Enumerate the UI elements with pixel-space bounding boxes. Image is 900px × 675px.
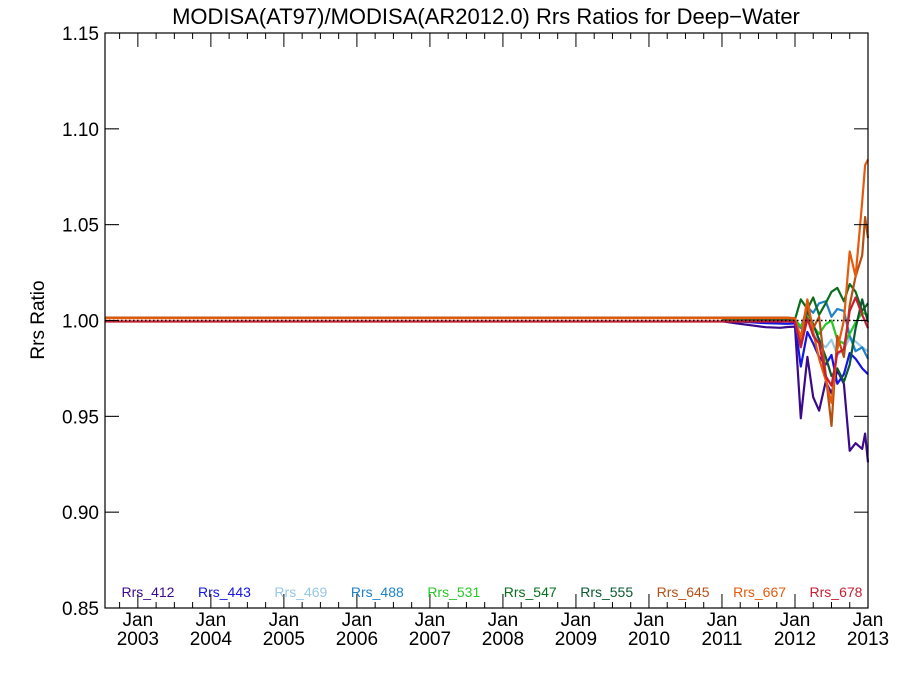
x-tick-label-year: 2010 (628, 629, 670, 650)
x-tick-label-year: 2012 (774, 629, 816, 650)
chart-title: MODISA(AT97)/MODISA(AR2012.0) Rrs Ratios… (172, 4, 800, 29)
x-tick-label-month: Jan (196, 610, 227, 631)
x-tick-label-year: 2005 (263, 629, 305, 650)
y-axis-label: Rrs Ratio (28, 280, 49, 359)
x-tick-label-year: 2013 (847, 629, 889, 650)
legend-label-rrs-645: Rrs_645 (657, 584, 710, 600)
legend: Rrs_412 Rrs_443 Rrs_469 Rrs_488 Rrs_531 Rrs_5… (122, 584, 863, 600)
axes-layer: 0.850.900.951.001.051.101.15Jan2003Jan20… (62, 24, 889, 650)
series-line-rrs-667 (105, 159, 869, 404)
x-tick-label-month: Jan (342, 610, 373, 631)
x-tick-label-year: 2011 (702, 629, 743, 650)
x-tick-label-month: Jan (634, 610, 665, 631)
x-tick-label-month: Jan (269, 610, 300, 631)
x-tick-label-month: Jan (415, 610, 446, 631)
legend-label-rrs-678: Rrs_678 (810, 584, 863, 600)
y-tick-label: 1.10 (62, 120, 99, 141)
x-tick-label-month: Jan (707, 610, 738, 631)
series-layer (105, 159, 870, 463)
legend-label-rrs-469: Rrs_469 (274, 584, 327, 600)
y-tick-label: 1.05 (62, 216, 99, 237)
legend-label-rrs-555: Rrs_555 (580, 584, 633, 600)
series-line-rrs-412 (721, 320, 870, 463)
y-tick-label: 0.95 (62, 407, 99, 428)
x-tick-label-year: 2006 (336, 629, 378, 650)
x-tick-label-month: Jan (561, 610, 592, 631)
y-tick-label: 1.00 (62, 312, 99, 333)
y-tick-label: 0.85 (62, 599, 99, 620)
legend-label-rrs-547: Rrs_547 (504, 584, 557, 600)
series-line-rrs-678 (105, 296, 870, 387)
legend-label-rrs-443: Rrs_443 (198, 584, 251, 600)
x-tick-label-month: Jan (853, 610, 884, 631)
x-tick-label-year: 2003 (117, 629, 159, 650)
x-tick-label-month: Jan (488, 610, 519, 631)
y-tick-label: 0.90 (62, 503, 99, 524)
x-tick-label-month: Jan (780, 610, 811, 631)
x-tick-label-year: 2007 (409, 629, 451, 650)
x-tick-label-year: 2004 (190, 629, 233, 650)
x-tick-label-year: 2009 (555, 629, 597, 650)
series-line-rrs-555 (721, 298, 870, 383)
legend-label-rrs-531: Rrs_531 (427, 584, 480, 600)
x-tick-label-month: Jan (123, 610, 154, 631)
y-tick-label: 1.15 (62, 24, 99, 45)
legend-label-rrs-667: Rrs_667 (733, 584, 786, 600)
x-tick-label-year: 2008 (482, 629, 524, 650)
legend-label-rrs-412: Rrs_412 (122, 584, 175, 600)
legend-label-rrs-488: Rrs_488 (351, 584, 404, 600)
